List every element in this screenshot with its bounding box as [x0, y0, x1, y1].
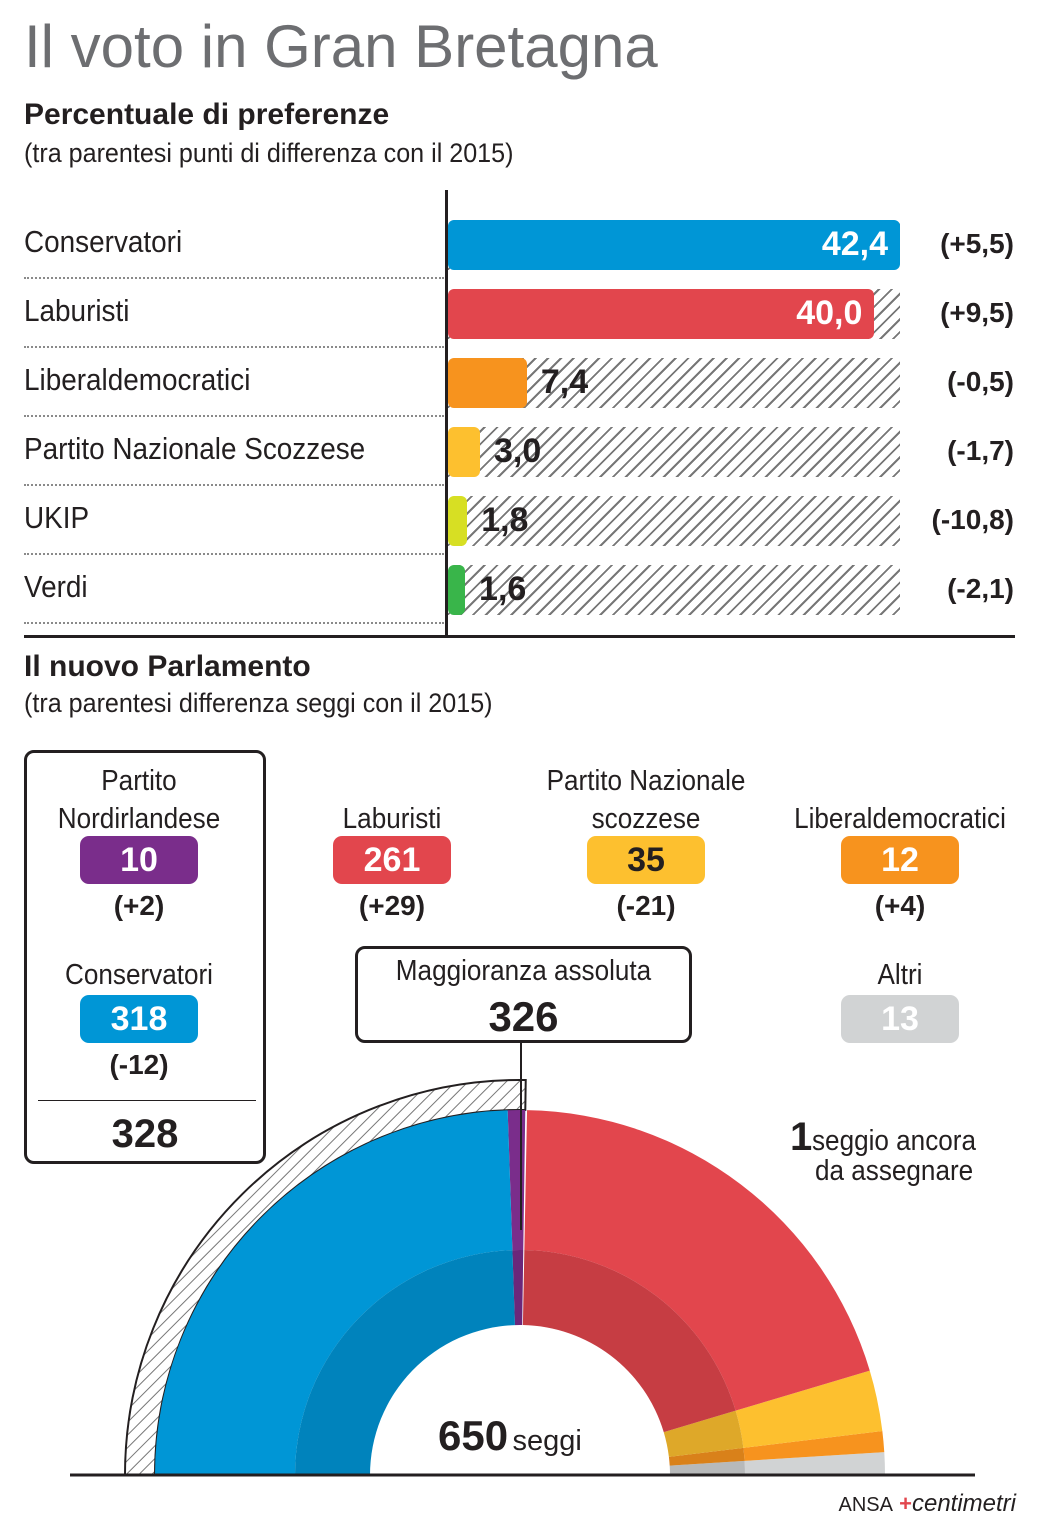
- coalition-box: [24, 750, 266, 1164]
- section-subtitle-preferences: (tra parentesi punti di differenza con i…: [24, 138, 514, 168]
- majority-box: Maggioranza assoluta 326: [355, 946, 692, 1043]
- party-seat-diff: (-21): [616, 890, 676, 921]
- centimetri-logo: centimetri: [911, 1490, 1016, 1517]
- total-seats-number: 650: [438, 1412, 509, 1459]
- hemicycle-inner-shade: [669, 1460, 745, 1475]
- party-name: Altri: [877, 959, 923, 991]
- bar-category-label: Laburisti: [24, 279, 444, 348]
- total-seats-label: seggi: [512, 1425, 582, 1457]
- bar-value-label: 40,0: [796, 294, 863, 332]
- hemicycle-inner-shade: [668, 1447, 745, 1466]
- coalition-total: 328: [111, 1112, 179, 1156]
- party-seat-badge: 261: [333, 836, 451, 884]
- bar-category-label: Verdi: [24, 555, 444, 624]
- bar: [448, 427, 480, 477]
- bar-diff-label: (-1,7): [947, 435, 1014, 466]
- unassigned-text-2: da assegnare: [815, 1155, 974, 1187]
- bar-diff-label: (+5,5): [940, 228, 1014, 259]
- unassigned-note: 1seggio ancora: [790, 1115, 994, 1160]
- party-name: Liberaldemocratici: [794, 803, 1006, 835]
- hemicycle-inner-segment: [295, 1250, 515, 1475]
- vote-share-bar-chart: Conservatori 42,4 (+5,5) Laburisti 40,0 (+9,5…: [0, 190, 1040, 640]
- ansa-logo: ANSA: [838, 1494, 893, 1516]
- centimetri-mark-icon: +: [899, 1491, 912, 1516]
- hemicycle-outer-segment: [743, 1431, 885, 1461]
- hemicycle-outer-segment: [524, 1110, 870, 1411]
- bar-background: [448, 496, 900, 546]
- bar-value-label: 1,6: [479, 570, 527, 608]
- party-name: Partito Nazionale scozzese: [546, 765, 746, 835]
- bar-category-label: Conservatori: [24, 210, 444, 279]
- hemicycle-inner-shade: [522, 1250, 736, 1433]
- bar-diff-label: (-0,5): [947, 366, 1014, 397]
- hemicycle-outer-segment: [155, 1110, 513, 1475]
- bar: [448, 220, 900, 270]
- bar-diff-label: (-2,1): [947, 573, 1014, 604]
- section-title-preferences: Percentuale di preferenze: [24, 98, 390, 131]
- bar-value-label: 7,4: [540, 363, 589, 401]
- bar: [448, 496, 468, 546]
- page-title: Il voto in Gran Bretagna: [24, 13, 658, 80]
- bar: [448, 358, 527, 408]
- hemicycle-inner-segment: [522, 1250, 736, 1433]
- bar-diff-label: (-10,8): [931, 504, 1014, 535]
- bar-category-label: UKIP: [24, 486, 444, 555]
- bar-value-label: 42,4: [821, 225, 888, 263]
- party-seat-badge: 35: [587, 836, 705, 884]
- bar: [448, 565, 466, 615]
- party-seat-badge: 13: [841, 995, 959, 1043]
- section-subtitle-parliament: (tra parentesi differenza seggi con il 2…: [24, 688, 493, 718]
- hemicycle-inner-segment: [669, 1460, 745, 1475]
- party-seat-diff: (+2): [113, 890, 165, 921]
- bar-value-label: 3,0: [493, 432, 542, 470]
- bar-chart-bottom-rule: [24, 635, 1015, 638]
- bar-background: [448, 565, 900, 615]
- section-title-parliament: Il nuovo Parlamento: [24, 650, 311, 683]
- bar-axis-line: [445, 190, 448, 638]
- party-seat-diff: (+29): [358, 890, 426, 921]
- bar-category-label: Liberaldemocratici: [24, 348, 444, 417]
- coalition-divider: [38, 1100, 256, 1101]
- hemicycle-outer-segment: [735, 1370, 883, 1448]
- unassigned-number: 1: [790, 1115, 813, 1159]
- hemicycle-inner-segment: [512, 1250, 524, 1326]
- party-seat-badge: 12: [841, 836, 959, 884]
- hemicycle-inner-shade: [512, 1250, 524, 1326]
- party-seat-diff: (+4): [874, 890, 926, 921]
- hemicycle-inner-shade: [663, 1410, 744, 1457]
- unassigned-text-1: seggio ancora: [812, 1125, 977, 1157]
- hemicycle-outer-segment: [744, 1452, 885, 1475]
- bar-diff-label: (+9,5): [940, 297, 1014, 328]
- party-name: Conservatori: [65, 959, 213, 991]
- party-seat-badge: 318: [80, 995, 198, 1043]
- total-seats: 650 seggi: [438, 1412, 582, 1460]
- hemicycle-inner-segment: [663, 1410, 744, 1457]
- bar-category-label: Partito Nazionale Scozzese: [24, 417, 444, 486]
- bar-background: [448, 427, 900, 477]
- party-seat-badge: 10: [80, 836, 198, 884]
- footer-credit: ANSA +centimetri: [839, 1490, 1016, 1518]
- party-name: Laburisti: [342, 803, 442, 835]
- bar-value-label: 1,8: [481, 501, 529, 539]
- party-name: Partito Nordirlandese: [57, 765, 221, 835]
- majority-label: Maggioranza assoluta: [395, 955, 652, 987]
- majority-value: 326: [488, 993, 559, 1040]
- parliament-hemicycle: [70, 1040, 975, 1477]
- hemicycle-inner-shade: [295, 1250, 515, 1475]
- hemicycle-inner-segment: [668, 1447, 745, 1466]
- party-seat-diff: (-12): [109, 1049, 169, 1080]
- bar: [448, 289, 875, 339]
